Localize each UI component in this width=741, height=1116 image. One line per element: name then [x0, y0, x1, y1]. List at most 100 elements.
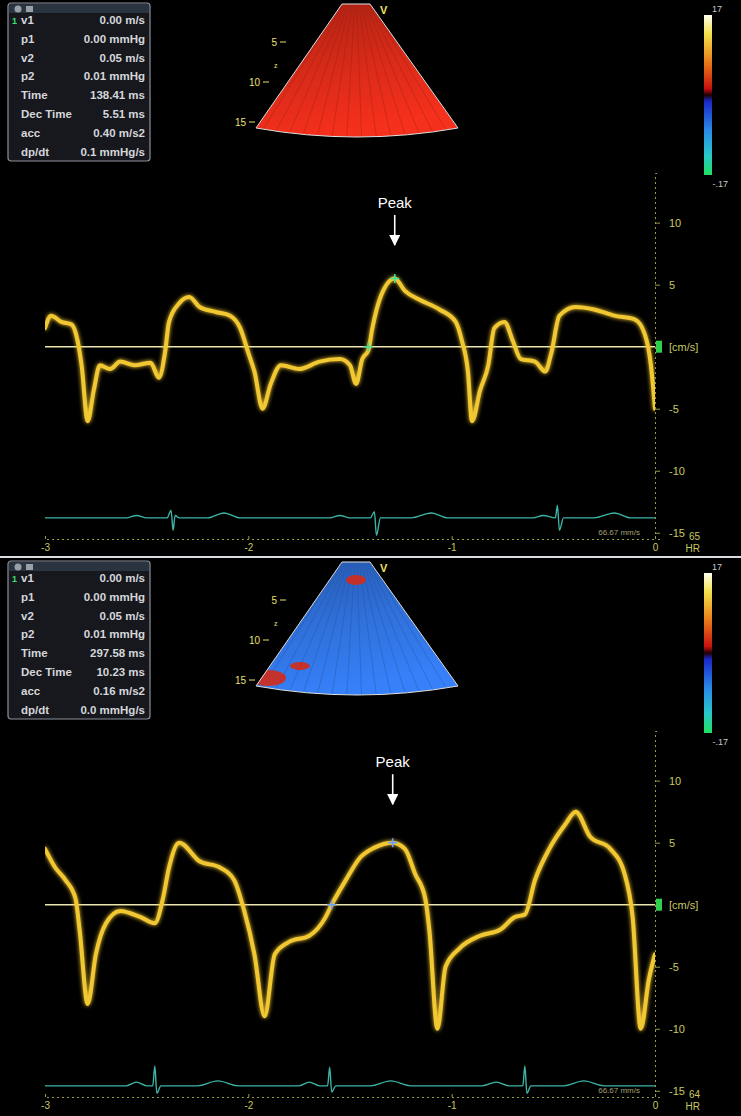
depth-label: 10: [249, 77, 261, 88]
y-tick-label: 5: [669, 279, 675, 291]
sector-texture: [298, 538, 356, 708]
unit-marker: [656, 341, 662, 353]
y-axis: 10 5 [cm/s] -5 -10 -15: [655, 732, 698, 1098]
unit-marker: [656, 899, 662, 911]
measurement-value: 10.23 ms: [96, 666, 145, 678]
measurement-set: 1: [12, 16, 17, 26]
caliper-marker: [390, 274, 399, 283]
measurement-value: 0.00 m/s: [100, 572, 145, 584]
measurement-value: 0.40 m/s2: [93, 127, 145, 139]
measurement-label: p2: [21, 70, 34, 82]
measurement-label: p2: [21, 628, 34, 640]
color-bar-label: -.17: [712, 179, 728, 189]
y-tick-mark: [655, 781, 660, 782]
y-tick: 10: [655, 775, 681, 787]
x-tick-label: -1: [448, 1100, 457, 1111]
sector-texture: [356, 0, 378, 150]
y-tick: [cm/s]: [655, 899, 698, 911]
focus-label: z: [274, 62, 278, 69]
heart-rate: 65: [689, 531, 701, 542]
panel: 1v10.00 m/sp10.00 mmHgv20.05 m/sp20.01 m…: [8, 538, 728, 1112]
velocity-trace: [45, 278, 655, 421]
y-tick-label: [cm/s]: [669, 341, 698, 353]
y-tick-label: -10: [669, 465, 685, 477]
measurement-set: 1: [12, 574, 17, 584]
sector-patch: [250, 670, 286, 686]
y-tick: -10: [655, 1023, 685, 1035]
measurement-box: 1v10.00 m/sp10.00 mmHgv20.05 m/sp20.01 m…: [8, 561, 150, 719]
sector-texture: [346, 0, 356, 150]
sector-fill-group: [250, 0, 458, 150]
sector-texture: [314, 0, 356, 150]
depth-tick: [249, 680, 255, 681]
x-tick-mark: [452, 1094, 453, 1097]
x-tick-mark: [655, 1094, 656, 1097]
y-tick-label: -15: [669, 1085, 685, 1097]
y-tick-mark: [655, 409, 660, 410]
sector-texture: [356, 0, 442, 150]
y-axis-line: [656, 732, 661, 1098]
measurement-label: p1: [21, 33, 35, 45]
sector-fill: [256, 4, 458, 137]
y-tick: -15: [655, 527, 685, 539]
x-tick: 0: [653, 536, 659, 553]
x-tick-label: 0: [653, 542, 659, 553]
measurement-label: acc: [21, 127, 41, 139]
sector-texture: [356, 538, 442, 708]
y-tick-label: 10: [669, 217, 681, 229]
depth-tick: [280, 42, 286, 43]
chart-svg: 1v10.00 m/sp10.00 mmHgv20.05 m/sp20.01 m…: [0, 0, 741, 1116]
x-tick: -2: [244, 1094, 253, 1111]
sector-texture: [250, 538, 356, 708]
y-tick-mark: [655, 223, 660, 224]
y-axis: 105[cm/s]-5-10-15: [655, 174, 698, 540]
sector-texture: [356, 0, 458, 150]
x-tick-label: -2: [244, 1100, 253, 1111]
sector-marker: V: [380, 4, 388, 16]
x-tick-label: -3: [41, 1100, 50, 1111]
measurement-value: 0.00 mmHg: [84, 591, 145, 603]
sector-texture: [356, 538, 394, 708]
header-icon: [15, 6, 22, 13]
x-tick-mark: [248, 536, 249, 539]
x-tick: -1: [448, 1094, 457, 1111]
x-tick: 0: [653, 1094, 659, 1111]
sector-texture: [346, 538, 356, 708]
y-tick-mark: [655, 967, 660, 968]
x-tick-label: -1: [448, 542, 457, 553]
y-axis-line: [656, 174, 661, 540]
measurement-value: 0.01 mmHg: [84, 628, 145, 640]
y-tick-mark: [655, 471, 660, 472]
heart-rate: 64: [689, 1089, 701, 1100]
velocity-trace: [45, 812, 655, 1029]
x-tick-mark: [655, 536, 656, 539]
panel-separator: [0, 556, 741, 558]
sector-texture: [314, 538, 356, 708]
y-tick: 5: [655, 279, 675, 291]
sector-texture: [356, 0, 394, 150]
measurement-label: v1: [21, 572, 34, 584]
chart-root: 1v10.00 m/sp10.00 mmHgv20.05 m/sp20.01 m…: [0, 0, 741, 1116]
caliper-marker: [388, 838, 397, 847]
sector-fill-group: [250, 538, 458, 708]
y-tick-label: 5: [669, 837, 675, 849]
measurement-value: 5.51 ms: [103, 108, 145, 120]
y-tick: -5: [655, 961, 679, 973]
sector-fill: [256, 562, 458, 695]
y-tick-label: 10: [669, 775, 681, 787]
measurement-label: p1: [21, 591, 35, 603]
sweep-speed: 66.67 mm/s: [598, 1086, 640, 1095]
sector-texture: [266, 0, 356, 150]
measurement-label: Dec Time: [21, 666, 72, 678]
color-bar-label: 17: [712, 562, 722, 572]
measurement-value: 0.00 m/s: [100, 14, 145, 26]
header-icon: [26, 6, 33, 12]
focus-label: z: [274, 620, 278, 627]
measurement-value: 0.05 m/s: [100, 52, 145, 64]
ecg-trace: [45, 1066, 655, 1093]
y-tick: -10: [655, 465, 685, 477]
x-tick-mark: [45, 1094, 46, 1097]
measurement-box: 1v10.00 m/sp10.00 mmHgv20.05 m/sp20.01 m…: [8, 3, 150, 161]
y-tick-label: -10: [669, 1023, 685, 1035]
x-tick: -1: [448, 536, 457, 553]
